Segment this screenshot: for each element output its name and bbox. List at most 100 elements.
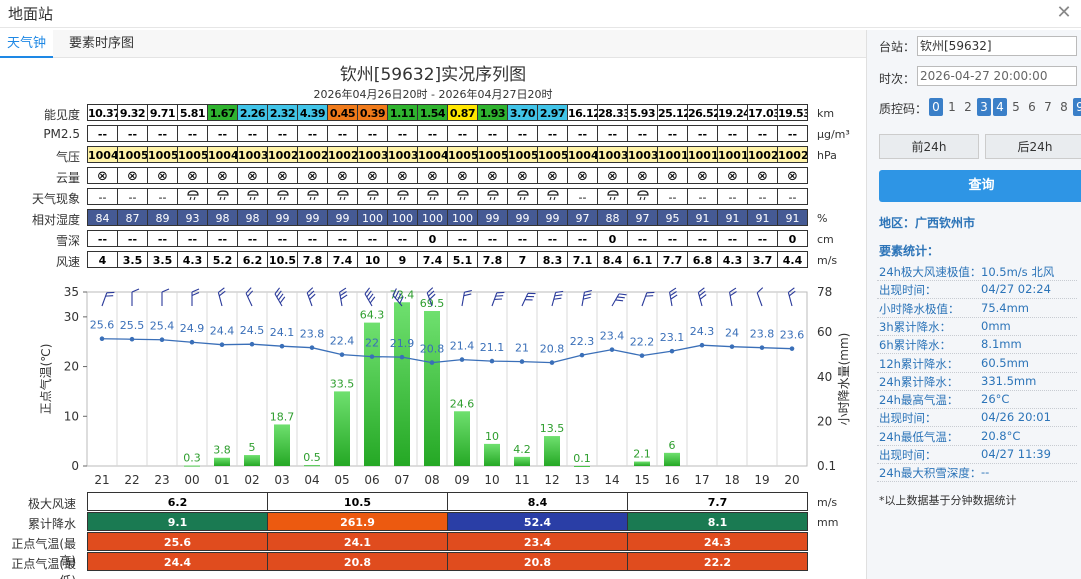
stat-key: 24h最低气温： (879, 429, 959, 444)
temperature-value-label: 24.3 (690, 325, 715, 338)
cell-visibility: 0.39 (357, 104, 388, 121)
tab-weather-clock[interactable]: 天气钟 (0, 30, 54, 58)
temperature-point (639, 353, 645, 358)
precip-bar (334, 391, 350, 466)
close-icon[interactable]: ✕ (1056, 2, 1072, 23)
temperature-value-label: 23.1 (660, 331, 685, 344)
precip-bar (244, 455, 260, 466)
cell-pressure: 1005 (477, 146, 508, 163)
chart-title: 钦州[59632]实况序列图 (339, 65, 527, 85)
cell-weather: -- (87, 188, 118, 205)
cell-visibility: 4.39 (297, 104, 328, 121)
station-input[interactable]: 钦州[59632] (917, 36, 1077, 56)
precip-bar (544, 436, 560, 466)
wind-barb-icon (787, 287, 796, 307)
qc-code-9[interactable]: 9 (1073, 98, 1081, 116)
time-input[interactable]: 2026-04-27 20:00:00 (917, 66, 1077, 86)
stat-separator (877, 334, 1077, 336)
y2-axis-label: 小时降水量(mm) (837, 333, 851, 426)
temperature-point (99, 336, 105, 342)
cell-snow: -- (747, 230, 778, 247)
stat-key: 出现时间： (879, 448, 937, 462)
x-tick-label: 14 (604, 473, 619, 487)
region-text: 地区：广西钦州市 (879, 216, 976, 230)
cell-cloud: ⊗ (567, 167, 598, 184)
row-label-pressure: 气压 (55, 150, 80, 164)
stat-key: 24h累计降水： (879, 374, 959, 389)
x-tick-label: 17 (694, 473, 709, 487)
temperature-value-label: 24.1 (270, 326, 295, 339)
cell-wind: 4.3 (717, 251, 748, 268)
stat-row: 出现时间： 04/26 20:01 (879, 410, 1051, 426)
wind-barb-icon (581, 289, 592, 307)
row-label-cloud: 云量 (55, 171, 80, 185)
x-tick-label: 04 (304, 473, 319, 487)
cell-weather: -- (747, 188, 778, 205)
temperature-value-label: 22.4 (330, 335, 355, 348)
window-title: 地面站 (8, 5, 54, 23)
cell-visibility: 19.24 (717, 104, 748, 121)
prev-24h-button[interactable]: 前24h (879, 134, 979, 159)
wind-barb-icon (364, 287, 376, 307)
stat-row: 24h最低气温： 20.8°C (879, 429, 1020, 445)
cell-humidity: 88 (597, 209, 628, 226)
chart-subtitle: 2026年04月26日20时 - 2026年04月27日20时 (313, 88, 553, 101)
rain-icon (597, 188, 628, 205)
cell-wind: 4 (87, 251, 118, 268)
qc-code-1[interactable]: 1 (948, 100, 956, 114)
wind-barb-icon (161, 288, 170, 306)
qc-code-8[interactable]: 8 (1060, 100, 1068, 114)
query-button[interactable]: 查询 (879, 170, 1081, 202)
cell-pressure: 1003 (357, 146, 388, 163)
stat-value: 60.5mm (981, 355, 1030, 370)
wind-barb-icon (191, 288, 200, 306)
cell-pressure: 1003 (237, 146, 268, 163)
summary-cell: 9.1 (87, 512, 268, 531)
cell-humidity: 100 (357, 209, 388, 226)
cell-humidity: 99 (507, 209, 538, 226)
qc-code-2[interactable]: 2 (964, 100, 972, 114)
cell-pressure: 1001 (717, 146, 748, 163)
stat-value: 20.8°C (981, 428, 1021, 443)
cell-snow: 0 (777, 230, 808, 247)
qc-label: 质控码： (879, 102, 928, 116)
cell-pm25: -- (147, 125, 178, 142)
tab-element-timeseries[interactable]: 要素时序图 (69, 36, 135, 51)
cell-snow: -- (117, 230, 148, 247)
cell-humidity: 99 (477, 209, 508, 226)
row-label-humidity: 相对湿度 (31, 213, 80, 227)
stat-value: -- (981, 465, 990, 480)
qc-code-6[interactable]: 6 (1028, 100, 1036, 114)
temperature-point (699, 342, 705, 348)
row-label-visibility: 能见度 (43, 108, 80, 122)
stat-key: 出现时间： (879, 283, 937, 298)
qc-code-4[interactable]: 4 (993, 98, 1007, 116)
cell-pm25: -- (687, 125, 718, 142)
temperature-point (159, 337, 165, 343)
summary-cell: 23.4 (447, 532, 628, 551)
y2-tick-label: 78 (817, 285, 832, 299)
qc-code-0[interactable]: 0 (929, 98, 943, 116)
precip-value-label: 2.1 (633, 448, 651, 461)
stat-row: 24h最高气温： 26°C (879, 392, 1009, 408)
precip-value-label: 13.5 (540, 422, 565, 435)
station-label: 台站： (879, 40, 916, 54)
wind-barb-icon (756, 287, 764, 307)
next-24h-button[interactable]: 后24h (985, 134, 1081, 159)
qc-code-7[interactable]: 7 (1044, 100, 1052, 114)
stat-key: 12h累计降水： (879, 356, 959, 371)
stat-value: 10.5m/s 北风 (981, 265, 1055, 279)
cell-visibility: 0.45 (327, 104, 358, 121)
precip-value-label: 4.2 (513, 443, 531, 456)
time-value: 2026-04-27 20:00:00 (920, 69, 1048, 83)
rain-icon (477, 188, 508, 205)
rain-icon (237, 188, 268, 205)
cell-snow: -- (537, 230, 568, 247)
qc-code-5[interactable]: 5 (1012, 100, 1020, 114)
x-tick-label: 07 (394, 473, 409, 487)
wind-barb-icon (669, 287, 678, 307)
x-tick-label: 18 (724, 473, 739, 487)
cell-humidity: 97 (567, 209, 598, 226)
qc-code-3[interactable]: 3 (977, 98, 991, 116)
cell-snow: -- (267, 230, 298, 247)
